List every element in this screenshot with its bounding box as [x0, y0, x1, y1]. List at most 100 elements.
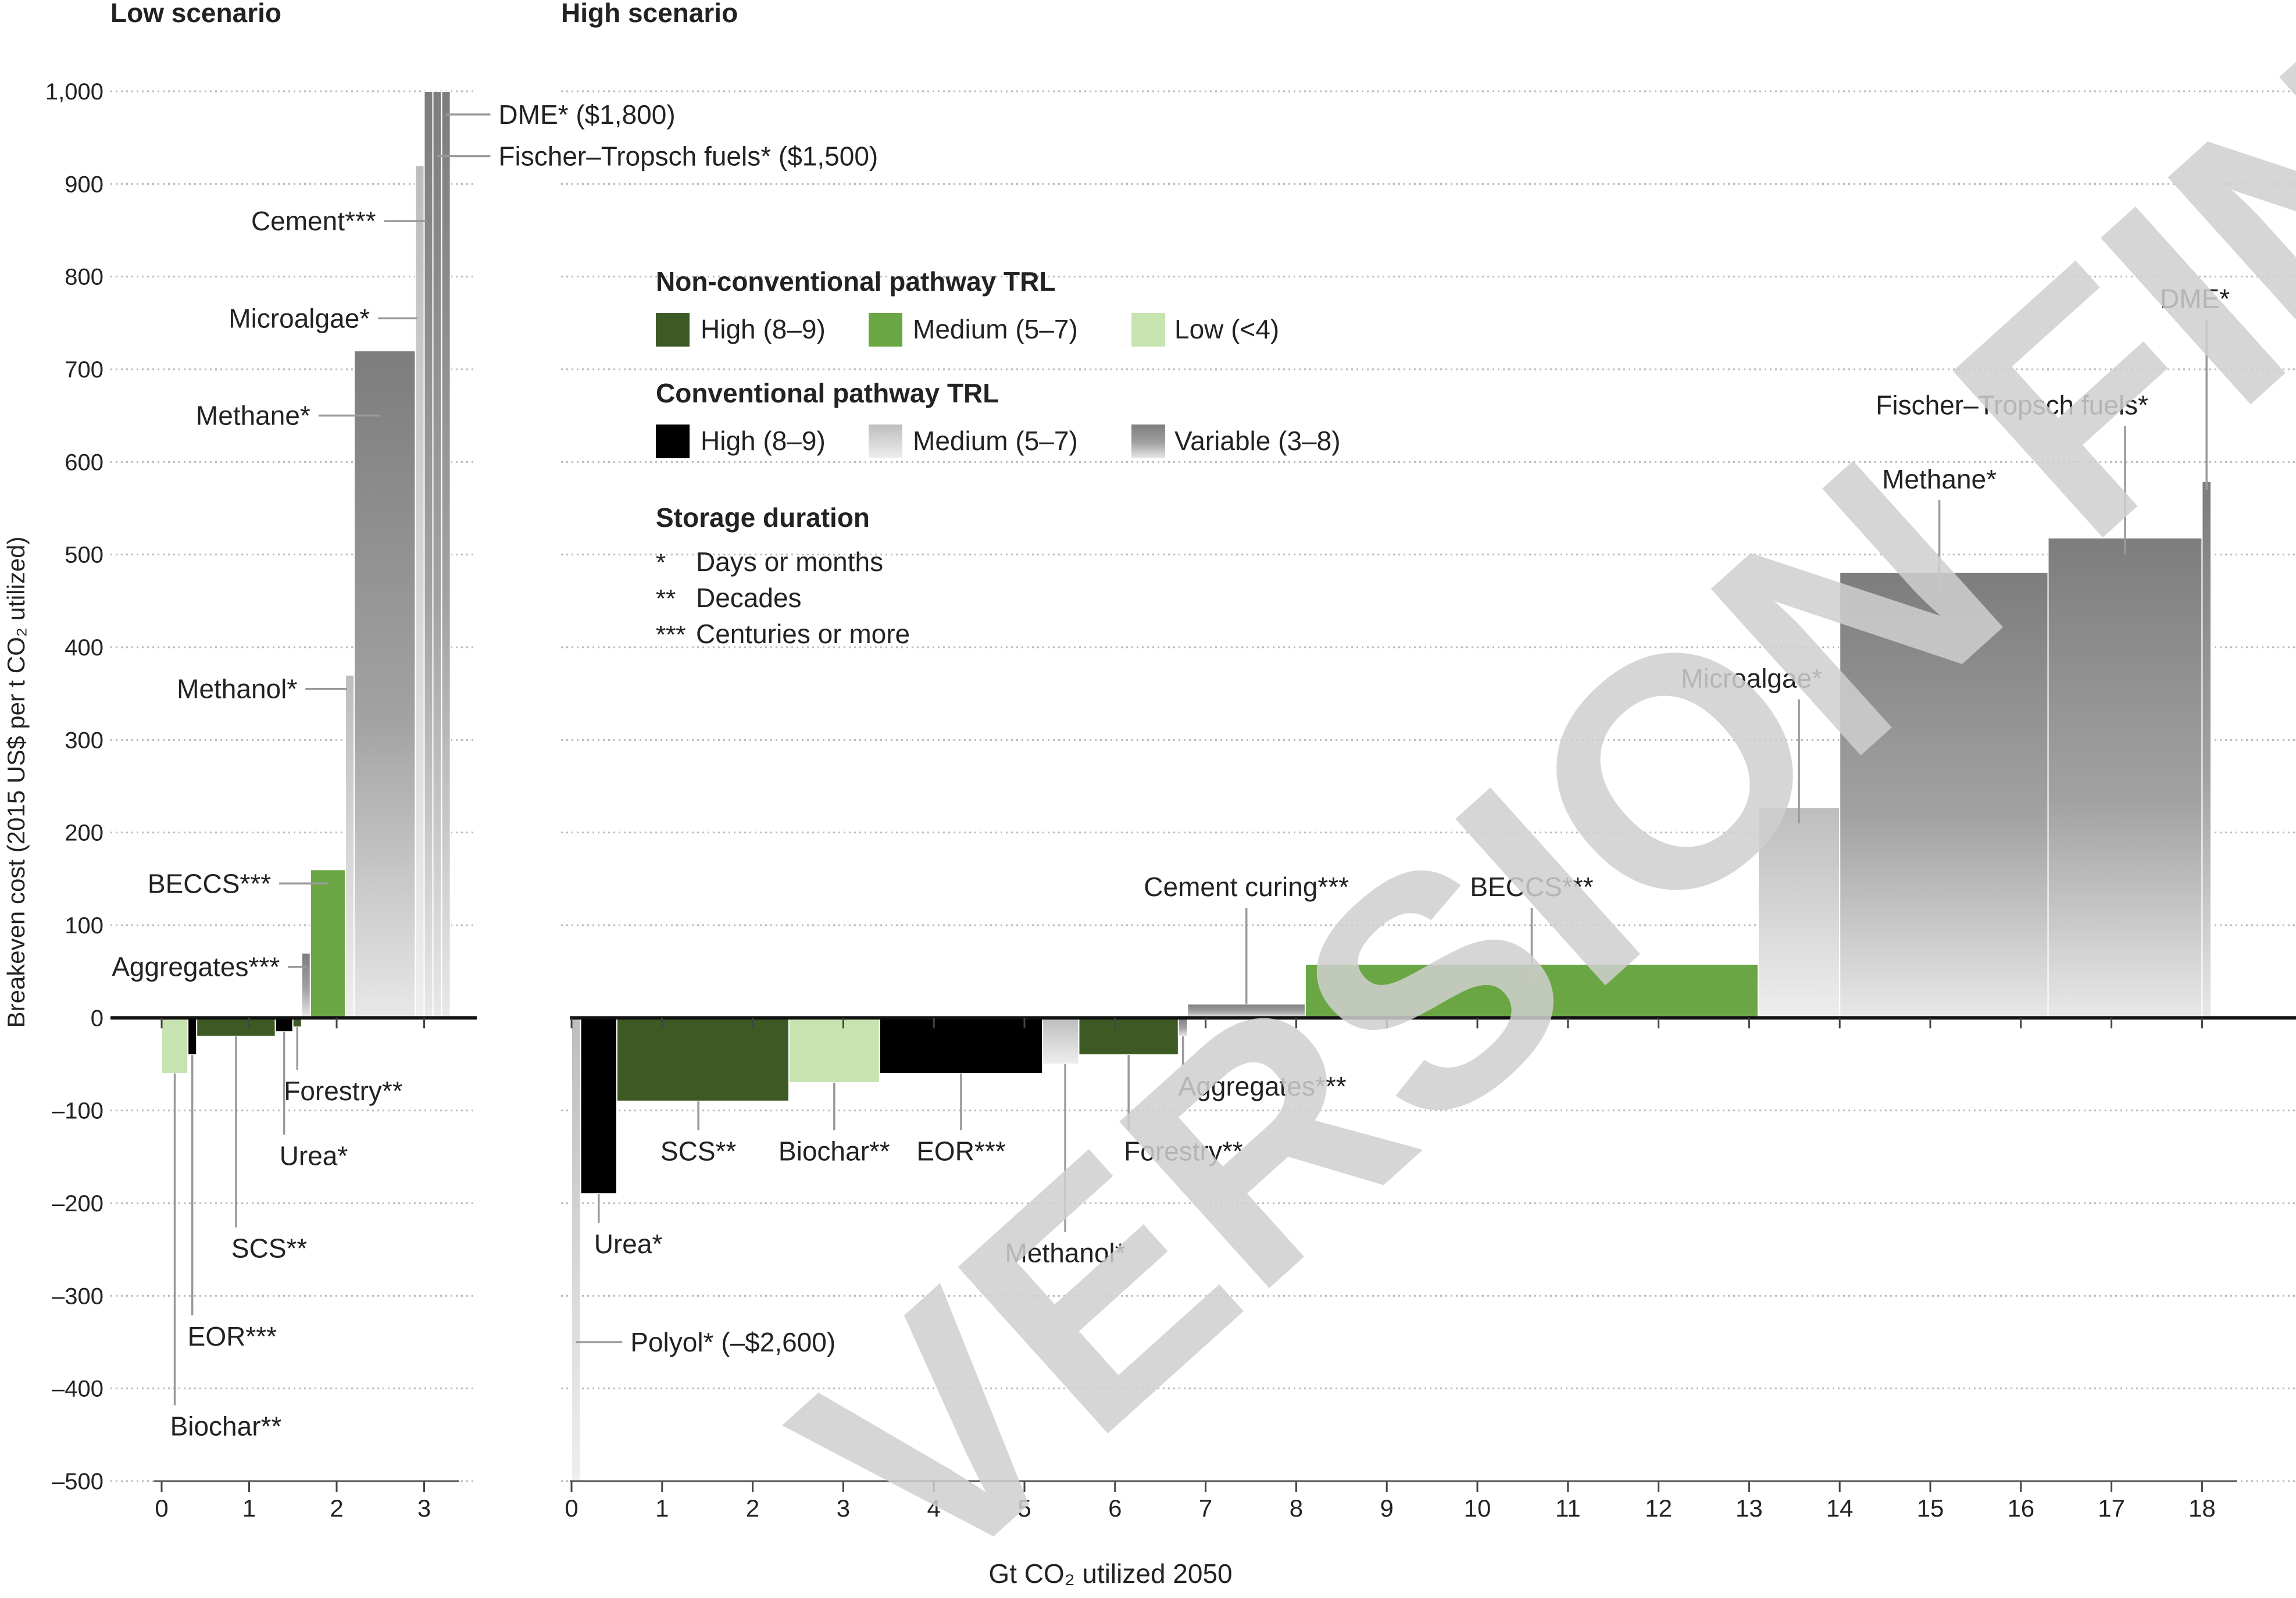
high-x-tick-label: 12	[1645, 1494, 1672, 1522]
high-annotation-label: Forestry**	[1124, 1136, 1243, 1166]
legend-conv-medium: Medium (5–7)	[869, 425, 1078, 458]
y-tick-label: 300	[65, 727, 103, 753]
low-annotation-label: EOR***	[188, 1321, 277, 1351]
legend-label: High (8–9)	[701, 426, 826, 456]
low-bar	[187, 1017, 198, 1056]
high-annotation-label: SCS**	[660, 1136, 736, 1166]
low-bar	[423, 91, 434, 1019]
low-x-tick-label: 3	[417, 1494, 431, 1522]
high-bar	[1078, 1017, 1179, 1056]
legend-label: Variable (3–8)	[1174, 426, 1341, 456]
y-tick-label: 400	[65, 635, 103, 661]
legend-storage-decades: ** Decades	[656, 583, 802, 613]
legend-storage-mark: **	[656, 584, 676, 613]
low-x-tick-label: 1	[242, 1494, 256, 1522]
legend-conv-title: Conventional pathway TRL	[656, 378, 999, 408]
low-annotation-label: Fischer–Tropsch fuels* ($1,500)	[498, 141, 878, 172]
high-annotation-label: Polyol* (–$2,600)	[630, 1327, 835, 1357]
high-annotation-label: Urea*	[594, 1229, 663, 1259]
legend-storage-title: Storage duration	[656, 502, 870, 533]
high-x-tick-label: 4	[927, 1494, 941, 1522]
low-annotation-label: Aggregates***	[112, 952, 280, 982]
y-tick-label: 700	[65, 357, 103, 383]
high-x-tick-label: 7	[1199, 1494, 1212, 1522]
y-tick-label: 0	[91, 1005, 103, 1031]
y-tick-label: –200	[52, 1191, 103, 1217]
high-annotation-label: Methanol*	[1005, 1238, 1126, 1268]
legend-label: Decades	[696, 583, 802, 613]
high-bar	[571, 1017, 581, 1482]
high-x-tick-label: 17	[2098, 1494, 2125, 1522]
y-tick-label: 200	[65, 821, 103, 846]
legend-label: Days or months	[696, 547, 883, 577]
low-annotation-label: Methanol*	[177, 674, 297, 704]
high-bar	[1757, 807, 1841, 1019]
low-bar	[301, 952, 311, 1019]
high-annotation-label: Aggregates***	[1179, 1071, 1347, 1101]
high-annotation-label: DME*	[2160, 283, 2230, 313]
low-annotation-label: Cement***	[251, 206, 376, 236]
axes	[110, 1016, 2296, 1492]
high-annotation-label: BECCS***	[1470, 872, 1593, 902]
tick-labels: 0 1 2 3–500–400–300–200–1000100200300400500…	[45, 79, 2216, 1522]
low-bar	[196, 1017, 276, 1037]
low-annotation-label: Urea*	[280, 1140, 348, 1171]
y-tick-label: 800	[65, 265, 103, 290]
high-bar	[879, 1017, 1044, 1074]
high-scenario-bars	[571, 480, 2212, 1482]
y-tick-label: 100	[65, 913, 103, 939]
legend-storage-mark: ***	[656, 620, 685, 649]
low-annotation-label: DME* ($1,800)	[498, 99, 675, 130]
low-bar	[345, 674, 355, 1019]
high-x-tick-label: 5	[1017, 1494, 1031, 1522]
legend-storage-centuries: *** Centuries or more	[656, 619, 910, 649]
legend-nonconv-high: High (8–9)	[656, 313, 826, 347]
high-annotation-label: Microalgae*	[1681, 664, 1822, 694]
high-x-tick-label: 14	[1826, 1494, 1854, 1522]
legend: Non-conventional pathway TRL High (8–9) …	[656, 266, 1341, 649]
x-axis-label: Gt CO₂ utilized 2050	[988, 1558, 1232, 1589]
low-bar	[353, 350, 416, 1019]
low-annotation-label: Forestry**	[284, 1076, 403, 1106]
y-tick-label: –500	[52, 1469, 103, 1494]
high-x-tick-label: 16	[2007, 1494, 2034, 1522]
high-annotation-label: Biochar**	[779, 1136, 890, 1166]
low-bar	[309, 869, 347, 1019]
low-annotation-label: Methane*	[196, 401, 310, 431]
high-x-tick-label: 9	[1380, 1494, 1394, 1522]
high-x-tick-label: 18	[2188, 1494, 2216, 1522]
high-x-tick-label: 0	[565, 1494, 578, 1522]
y-tick-label: 1,000	[45, 79, 103, 105]
high-x-tick-label: 10	[1464, 1494, 1491, 1522]
high-bar	[580, 1017, 617, 1195]
legend-conv-high: High (8–9)	[656, 425, 826, 458]
high-bar	[1042, 1017, 1080, 1065]
low-bar	[441, 91, 451, 1019]
high-x-tick-label: 8	[1290, 1494, 1303, 1522]
legend-nonconv-medium: Medium (5–7)	[869, 313, 1078, 347]
legend-storage-days: * Days or months	[656, 547, 883, 577]
y-tick-label: 600	[65, 450, 103, 475]
y-tick-label: –100	[52, 1098, 103, 1124]
legend-label: High (8–9)	[701, 314, 826, 344]
high-annotation-label: EOR***	[916, 1136, 1005, 1166]
y-tick-label: –400	[52, 1376, 103, 1402]
high-x-tick-label: 1	[655, 1494, 669, 1522]
low-annotation-label: SCS**	[231, 1233, 307, 1264]
y-tick-label: 900	[65, 172, 103, 197]
low-x-tick-label: 2	[330, 1494, 343, 1522]
high-annotation-label: Methane*	[1882, 464, 1997, 494]
legend-label: Medium (5–7)	[913, 426, 1078, 456]
low-scenario-title: Low scenario	[110, 0, 281, 28]
high-bar	[2201, 480, 2212, 1019]
y-axis-label: Breakeven cost (2015 US$ per t CO₂ utili…	[2, 536, 30, 1028]
high-annotation-label: Cement curing***	[1144, 872, 1349, 902]
low-bar	[274, 1017, 294, 1033]
low-bar	[432, 91, 442, 1019]
high-bar	[788, 1017, 880, 1083]
low-scenario-bars	[161, 91, 451, 1074]
low-bar	[161, 1017, 189, 1074]
legend-nonconv-low: Low (<4)	[1131, 313, 1279, 347]
low-annotation-label: BECCS***	[148, 868, 271, 898]
